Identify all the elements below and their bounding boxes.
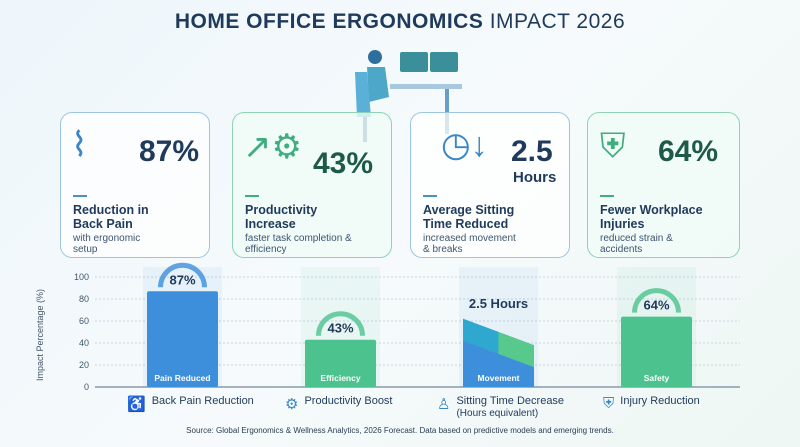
chair-icon: ♿ — [127, 396, 146, 413]
stat-unit: Hours — [513, 169, 557, 186]
y-tick-label: 100 — [74, 272, 89, 282]
stat-subtitle: with ergonomic setup — [73, 233, 141, 255]
legend-item: ⚙ Productivity Boost — [285, 395, 393, 413]
stat-subtitle: faster task completion & efficiency — [245, 233, 352, 255]
data-label: 64% — [643, 298, 669, 313]
legend-item: ⛨ Injury Reduction — [603, 395, 700, 412]
stat-value: 64% — [658, 135, 719, 168]
stat-value: 43% — [313, 147, 374, 180]
gauge-arc — [158, 262, 207, 288]
stat-subtitle: increased movement & breaks — [423, 233, 516, 255]
growth-gear-icon: ↗⚙ — [243, 128, 302, 166]
title-bold: HOME OFFICE ERGONOMICS — [174, 10, 484, 33]
bar — [621, 316, 692, 387]
legend-label: Injury Reduction — [620, 395, 700, 407]
stat-subtitle: reduced strain & accidents — [600, 233, 673, 255]
legend-sublabel: (Hours equivalent) — [456, 408, 539, 419]
bar-segment — [498, 332, 534, 368]
clock-down-icon: ◷↓ — [441, 126, 488, 164]
data-label: 43% — [327, 321, 353, 336]
stat-value: 2.5 — [511, 135, 553, 168]
bar-label: Movement — [477, 373, 519, 383]
gauge-arc — [316, 311, 365, 336]
desk-worker-illustration — [355, 50, 462, 142]
legend-label: Back Pain Reduction — [151, 395, 254, 407]
y-tick-label: 40 — [79, 338, 89, 348]
impact-bar-chart: 0 20 40 60 80 100 87% Pain Reduced 43% Efficiency… — [74, 262, 740, 392]
shield-icon: ⛨ — [603, 395, 615, 412]
stat-title: Reduction in Back Pain — [73, 203, 149, 231]
data-label: 87% — [169, 272, 195, 287]
bar — [305, 339, 376, 387]
stat-card-back-pain: ⌇ 87% Reduction in Back Pain with ergono… — [60, 112, 210, 258]
stat-title: Average Sitting Time Reduced — [423, 203, 515, 231]
y-tick-label: 80 — [79, 294, 89, 304]
source-note: Source: Global Ergonomics & Wellness Ana… — [186, 426, 614, 435]
shield-cross-icon: ⛨ — [600, 127, 626, 165]
stat-value: 87% — [139, 135, 200, 168]
page-title: HOME OFFICE ERGONOMICS IMPACT 2026 — [0, 10, 800, 34]
stat-title: Fewer Workplace Injuries — [600, 203, 703, 231]
bar-segment — [463, 318, 499, 354]
legend-label: Sitting Time Decrease (Hours equivalent) — [456, 395, 564, 419]
title-light: IMPACT 2026 — [489, 10, 626, 33]
y-tick-label: 20 — [79, 360, 89, 370]
stat-title: Productivity Increase — [245, 203, 318, 231]
bar-label: Safety — [644, 373, 670, 383]
y-tick-label: 0 — [84, 382, 89, 392]
legend-label-main: Sitting Time Decrease — [456, 395, 565, 407]
gauge-arc — [632, 288, 681, 313]
legend-item: ♿ Back Pain Reduction — [127, 395, 254, 413]
bar-label: Pain Reduced — [154, 373, 210, 383]
legend-label: Productivity Boost — [304, 395, 393, 407]
standing-desk-icon: ♙ — [437, 396, 451, 413]
bar — [147, 291, 218, 387]
spine-icon: ⌇ — [71, 126, 88, 164]
data-label: 2.5 Hours — [469, 296, 528, 311]
stat-card-productivity: ↗⚙ 43% Productivity Increase faster task… — [232, 112, 392, 258]
stat-card-sitting-time: ◷↓ 2.5 Hours Average Sitting Time Reduce… — [410, 112, 570, 258]
legend-item: ♙ Sitting Time Decrease (Hours equivalent) — [437, 395, 564, 419]
y-tick-label: 60 — [79, 316, 89, 326]
bar-label: Efficiency — [320, 373, 360, 383]
gear-arrow-icon: ⚙ — [285, 396, 299, 413]
stat-card-injuries: ⛨ 64% Fewer Workplace Injuries reduced s… — [587, 112, 740, 258]
